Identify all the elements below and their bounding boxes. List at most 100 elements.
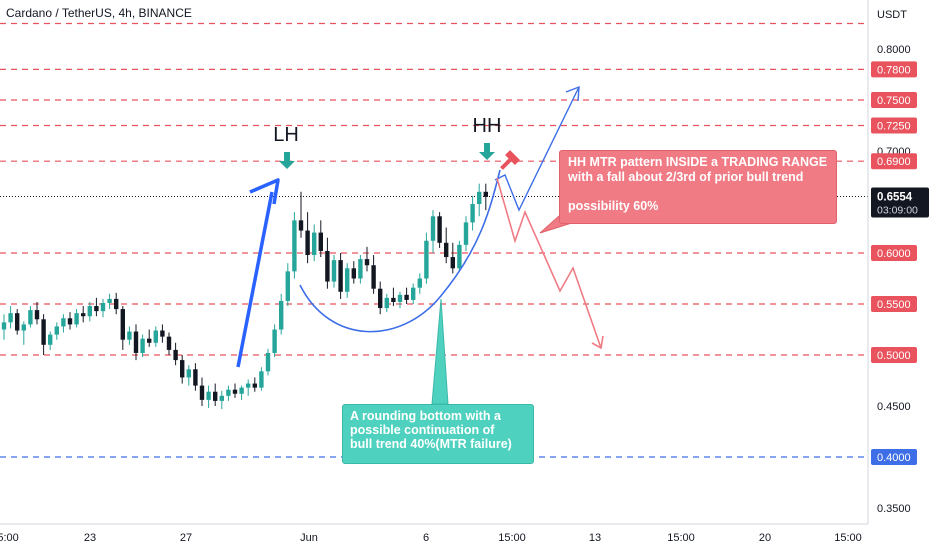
candle-51: [338, 253, 343, 299]
candle-26: [173, 342, 178, 366]
candle-body: [81, 313, 86, 317]
candle-body: [298, 220, 304, 231]
down-marker-icon-0: [279, 152, 295, 169]
candle-body: [186, 369, 191, 378]
time-tick-9: 15:00: [834, 532, 862, 544]
candle-13: [87, 301, 92, 322]
candle-48: [318, 220, 323, 258]
candle-39: [259, 367, 264, 391]
candle-44: [292, 212, 297, 279]
time-tick-3: Jun: [300, 532, 318, 544]
candle-4: [28, 306, 33, 328]
candle-1: [8, 306, 13, 329]
candle-20: [133, 324, 139, 361]
candle-body: [450, 257, 455, 269]
candle-53: [351, 261, 356, 284]
lh-label: LH: [273, 124, 299, 146]
candle-61: [404, 287, 409, 304]
candle-73: [483, 183, 488, 211]
price-tick-label: 0.4000: [877, 452, 911, 464]
price-tick-bg: [871, 61, 917, 78]
candle-11: [74, 309, 79, 328]
candle-12: [81, 306, 86, 323]
price-tick-label: 0.6900: [877, 156, 911, 168]
candle-body: [378, 288, 383, 309]
price-tick-label: 0.5500: [877, 299, 911, 311]
rounding-annotation-line3: bull trend 40%(MTR failure): [350, 437, 512, 451]
candle-63: [417, 273, 422, 294]
candle-5: [34, 301, 40, 325]
candle-body: [140, 338, 145, 353]
candle-38: [252, 377, 257, 392]
candle-body: [404, 294, 409, 300]
candle-7: [48, 331, 53, 350]
candle-16: [107, 293, 112, 310]
mtr-annotation-line2: with a fall about 2/3rd of prior bull tr…: [568, 170, 804, 184]
current-price-bg: [871, 187, 929, 218]
candle-body: [87, 306, 92, 317]
mtr-annotation-box[interactable]: HH MTR pattern INSIDE a TRADING RANGE wi…: [559, 150, 837, 224]
candle-43: [285, 263, 290, 307]
candle-72: [477, 183, 482, 217]
hammer-handle: [500, 158, 512, 170]
candles: [1, 183, 488, 410]
candle-body: [21, 324, 26, 331]
candle-54: [358, 255, 363, 284]
candle-body: [411, 287, 416, 300]
impulse-arrow-line: [236, 191, 274, 368]
price-tick-label: 0.7250: [877, 121, 911, 133]
currency-label: USDT: [877, 9, 907, 21]
candle-body: [259, 371, 264, 388]
price-tick-label: 0.6000: [877, 248, 911, 260]
candle-body: [232, 389, 238, 394]
candle-body: [100, 302, 106, 312]
candle-body: [457, 244, 462, 269]
hammer-icon: [500, 150, 520, 170]
price-tick-label: 0.7500: [877, 95, 911, 107]
candle-8: [54, 322, 59, 340]
candle-14: [94, 297, 99, 317]
candle-body: [147, 338, 152, 343]
candle-24: [160, 324, 165, 343]
mtr-annotation-line3: possibility 60%: [568, 199, 659, 213]
price-tick-bg: [871, 153, 917, 170]
price-tick-10: 0.4000: [871, 449, 917, 465]
candle-body: [180, 360, 185, 378]
candle-29: [193, 363, 198, 391]
candle-22: [147, 329, 152, 347]
price-tick-8: 0.5000: [871, 347, 917, 363]
candle-69: [457, 240, 462, 272]
candle-body: [54, 326, 59, 335]
price-tick-label: 0.4500: [877, 401, 911, 413]
price-tick-2: 0.7500: [871, 92, 917, 108]
candle-65: [430, 210, 436, 253]
candle-body: [371, 265, 376, 289]
price-tick-bg: [871, 117, 917, 134]
candle-66: [437, 212, 442, 248]
candle-23: [153, 326, 158, 347]
candle-41: [272, 324, 277, 358]
candle-46: [305, 212, 310, 264]
candle-body: [8, 313, 13, 323]
candle-body: [206, 391, 211, 400]
candle-36: [239, 385, 244, 400]
price-tick-label: 0.7800: [877, 64, 911, 76]
candle-64: [424, 232, 429, 284]
candle-28: [186, 365, 191, 386]
candle-6: [41, 314, 46, 355]
rounding-bottom-annotation-box[interactable]: A rounding bottom with a possible contin…: [342, 404, 534, 464]
candle-55: [364, 246, 370, 272]
candle-50: [331, 255, 337, 288]
candle-body: [199, 385, 205, 400]
time-tick-6: 13: [589, 532, 601, 544]
candle-body: [477, 191, 482, 205]
candle-68: [450, 242, 455, 274]
time-tick-2: 27: [180, 532, 192, 544]
candle-19: [127, 326, 132, 345]
candle-body: [345, 268, 350, 292]
candle-62: [411, 283, 416, 304]
candle-body: [166, 336, 172, 350]
candle-body: [272, 329, 277, 353]
